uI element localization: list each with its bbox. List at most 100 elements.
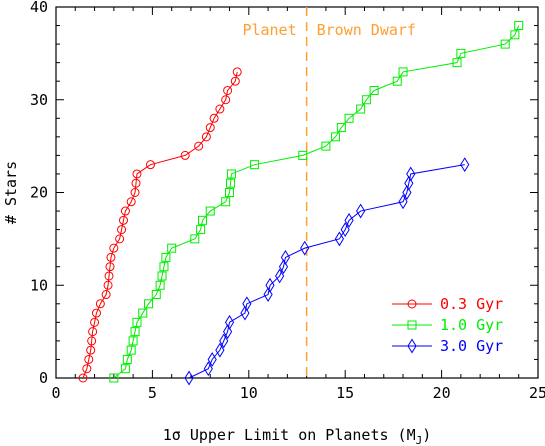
series-line: [188, 164, 465, 379]
data-point: [104, 271, 114, 281]
series-1: [78, 67, 242, 383]
series-2: [109, 21, 524, 383]
data-point: [90, 317, 100, 327]
data-point: [242, 296, 252, 312]
data-point: [109, 243, 119, 253]
data-point: [105, 262, 115, 272]
data-point: [95, 299, 105, 309]
divider-layer: Planet Brown Dwarf: [242, 7, 416, 378]
data-point: [126, 197, 136, 207]
data-point: [224, 314, 235, 330]
legend-marker: [407, 299, 417, 309]
data-point: [194, 141, 204, 151]
data-point: [344, 212, 354, 228]
data-point: [126, 345, 136, 355]
data-point: [106, 252, 116, 262]
x-tick-label: 5: [148, 384, 157, 402]
x-axis-label-subscript: J: [416, 434, 423, 446]
data-point: [120, 364, 130, 374]
legend-marker: [407, 338, 417, 354]
data-point: [280, 249, 291, 265]
data-point: [402, 185, 412, 200]
data-point: [240, 305, 250, 321]
data-point: [120, 206, 130, 216]
data-point: [334, 231, 345, 247]
legend-label: 1.0 Gyr: [440, 316, 503, 334]
data-point: [398, 194, 408, 210]
y-tick-label: 20: [30, 184, 48, 202]
series-line: [113, 25, 520, 379]
data-point: [226, 169, 236, 179]
data-point: [82, 364, 92, 374]
data-point: [201, 132, 211, 142]
data-point: [115, 234, 125, 244]
data-point: [278, 259, 289, 275]
data-point: [157, 271, 167, 281]
data-point: [514, 21, 524, 31]
series-line: [82, 71, 238, 379]
x-tick-label: 0: [51, 384, 60, 402]
data-point: [340, 222, 350, 238]
x-axis-label: 1σ Upper Limit on Planets (MJ): [163, 426, 432, 446]
data-point: [361, 95, 371, 105]
y-tick-label: 30: [30, 91, 48, 109]
data-point: [321, 141, 331, 151]
data-point: [223, 85, 233, 95]
data-point: [87, 336, 97, 346]
data-point: [392, 76, 402, 86]
data-point: [265, 277, 275, 293]
data-point: [118, 215, 128, 225]
legend-label: 3.0 Gyr: [440, 337, 503, 355]
series-3: [184, 157, 470, 386]
axes: 0 5 10 15 20 25 0 10 20 30 40: [30, 0, 545, 402]
data-point: [356, 104, 366, 114]
data-point: [131, 178, 141, 188]
y-tick-label: 10: [30, 276, 48, 294]
data-point: [207, 351, 217, 367]
data-point: [406, 166, 416, 182]
data-point: [103, 280, 113, 290]
data-point: [275, 268, 285, 284]
region-label-brown-dwarf: Brown Dwarf: [317, 21, 416, 39]
data-point: [209, 113, 219, 123]
data-point: [456, 48, 466, 58]
data-point: [128, 336, 138, 346]
data-point: [132, 169, 142, 179]
data-point: [86, 345, 96, 355]
data-point: [500, 39, 510, 49]
data-point: [219, 333, 229, 349]
data-point: [184, 370, 194, 386]
data-point: [344, 113, 354, 123]
data-point: [84, 354, 94, 364]
data-point: [122, 354, 132, 364]
legend: 0.3 Gyr 1.0 Gyr 3.0 Gyr: [392, 295, 503, 355]
data-point: [101, 290, 111, 300]
data-point: [145, 160, 155, 170]
data-point: [221, 197, 231, 207]
data-point: [130, 188, 140, 197]
x-axis-label-close: ): [422, 426, 431, 444]
data-point: [225, 178, 235, 188]
data-point: [198, 215, 208, 225]
data-point: [132, 317, 142, 327]
data-point: [88, 327, 98, 337]
data-point: [190, 234, 200, 244]
x-axis-label-main: 1σ Upper Limit on Planets (M: [163, 426, 416, 444]
data-point: [167, 243, 177, 253]
legend-label: 0.3 Gyr: [440, 295, 503, 313]
data-point: [144, 299, 154, 309]
y-axis-label: # Stars: [2, 161, 20, 224]
data-point: [180, 150, 190, 160]
data-point: [510, 30, 520, 40]
y-tick-label: 0: [39, 369, 48, 387]
y-tick-label: 40: [30, 0, 48, 16]
x-tick-label: 10: [240, 384, 258, 402]
data-point: [225, 188, 235, 197]
data-point: [230, 76, 240, 86]
data-point: [263, 287, 273, 302]
data-point: [155, 280, 165, 290]
data-point: [232, 67, 242, 77]
series-layer: [78, 21, 524, 386]
data-point: [336, 123, 346, 133]
data-point: [151, 290, 161, 300]
